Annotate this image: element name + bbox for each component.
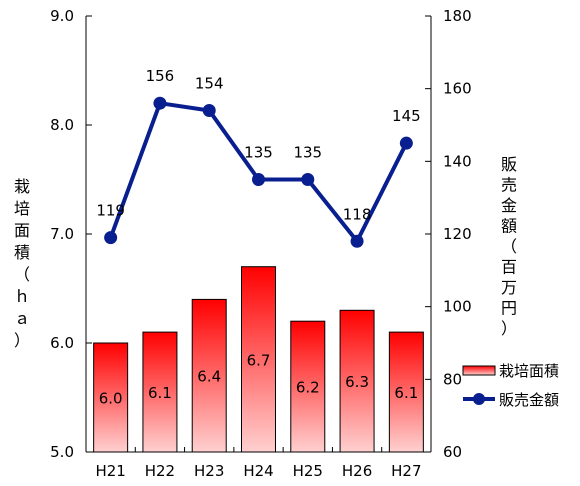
legend-bar-swatch bbox=[462, 365, 496, 376]
right-axis-label-char: 万 bbox=[501, 278, 517, 297]
bar-value-label: 6.4 bbox=[197, 368, 221, 386]
line-value-label: 135 bbox=[293, 144, 322, 162]
bar-value-label: 6.0 bbox=[99, 390, 123, 408]
bar-value-label: 6.1 bbox=[394, 384, 418, 402]
right-tick-label: 100 bbox=[443, 298, 472, 316]
line-point bbox=[301, 173, 315, 186]
right-tick-label: 140 bbox=[443, 152, 472, 170]
left-tick-label: 7.0 bbox=[50, 225, 74, 243]
right-tick-label: 180 bbox=[443, 7, 472, 25]
right-axis-label-char: 金 bbox=[501, 196, 517, 215]
left-axis: 5.0 6.0 7.0 8.0 9.0 bbox=[50, 7, 92, 461]
line-point bbox=[202, 103, 216, 117]
line-value-label: 118 bbox=[343, 205, 372, 223]
right-axis-label-char: 額 bbox=[501, 217, 517, 236]
right-axis-label-char: 売 bbox=[501, 176, 517, 195]
left-tick-label: 6.0 bbox=[50, 334, 74, 352]
x-tick-label: H24 bbox=[243, 462, 273, 480]
line-value-label: 154 bbox=[195, 74, 224, 92]
left-axis-label-char: ） bbox=[14, 331, 30, 350]
left-axis-label-char: 栽 bbox=[14, 177, 30, 196]
x-tick-label: H25 bbox=[293, 462, 323, 480]
right-axis-label-char: 百 bbox=[501, 258, 517, 277]
x-tick-label: H23 bbox=[194, 462, 224, 480]
left-axis-label: 栽培面積 （ ｈａ ） bbox=[14, 177, 30, 350]
line-point bbox=[399, 136, 413, 150]
legend-line-marker bbox=[473, 393, 485, 405]
line-value-label: 145 bbox=[392, 107, 421, 125]
left-tick-label: 9.0 bbox=[50, 7, 74, 25]
line-series: 119 156 154 135 135 118 145 bbox=[96, 67, 421, 248]
line-point bbox=[350, 234, 364, 248]
left-axis-label-char: ｈ bbox=[14, 287, 30, 306]
left-axis-label-char: 培 bbox=[14, 199, 30, 218]
right-axis-label-char: ） bbox=[501, 319, 517, 338]
line-value-label: 119 bbox=[96, 202, 125, 220]
left-axis-label-char: 積 bbox=[14, 243, 30, 262]
bar-value-label: 6.3 bbox=[345, 373, 369, 391]
right-tick-label: 80 bbox=[443, 370, 462, 388]
bar bbox=[93, 342, 129, 453]
bar bbox=[339, 309, 375, 453]
bar-series: 6.0 6.1 6.4 6.7 6.2 6.3 6.1 bbox=[93, 266, 424, 453]
left-tick-label: 5.0 bbox=[50, 443, 74, 461]
bar bbox=[191, 298, 227, 453]
x-tick-label: H27 bbox=[391, 462, 421, 480]
right-axis-label-char: 販 bbox=[501, 155, 517, 174]
legend-bar-label: 栽培面積 bbox=[499, 362, 559, 380]
line-point bbox=[153, 96, 167, 110]
bar-value-label: 6.1 bbox=[148, 384, 172, 402]
x-tick-label: H21 bbox=[95, 462, 125, 480]
left-tick-label: 8.0 bbox=[50, 116, 74, 134]
line-value-label: 135 bbox=[244, 144, 273, 162]
right-tick-label: 120 bbox=[443, 225, 472, 243]
right-axis-label: 販売金額（ 百万円） bbox=[501, 155, 517, 338]
right-axis-label-char: （ bbox=[501, 237, 517, 256]
bar bbox=[241, 266, 276, 453]
right-tick-label: 160 bbox=[443, 80, 472, 98]
line-value-label: 156 bbox=[146, 67, 175, 85]
right-axis-label-char: 円 bbox=[501, 299, 517, 318]
bar bbox=[142, 331, 178, 453]
x-tick-label: H22 bbox=[145, 462, 175, 480]
left-axis-label-char: （ bbox=[14, 265, 30, 284]
right-axis: 60 80 100 120 140 160 180 bbox=[425, 7, 472, 461]
left-axis-label-char: ａ bbox=[14, 309, 30, 328]
x-tick-label: H26 bbox=[342, 462, 372, 480]
line-point bbox=[252, 173, 265, 186]
legend-line-label: 販売金額 bbox=[499, 391, 559, 409]
x-axis: H21 H22 H23 H24 H25 H26 H27 bbox=[85, 447, 432, 480]
line-point bbox=[104, 231, 118, 245]
right-tick-label: 60 bbox=[443, 443, 462, 461]
bar-value-label: 6.2 bbox=[296, 379, 320, 397]
left-axis-label-char: 面 bbox=[14, 221, 30, 240]
bar bbox=[290, 320, 326, 453]
bar-value-label: 6.7 bbox=[247, 351, 271, 369]
bar bbox=[388, 331, 424, 453]
